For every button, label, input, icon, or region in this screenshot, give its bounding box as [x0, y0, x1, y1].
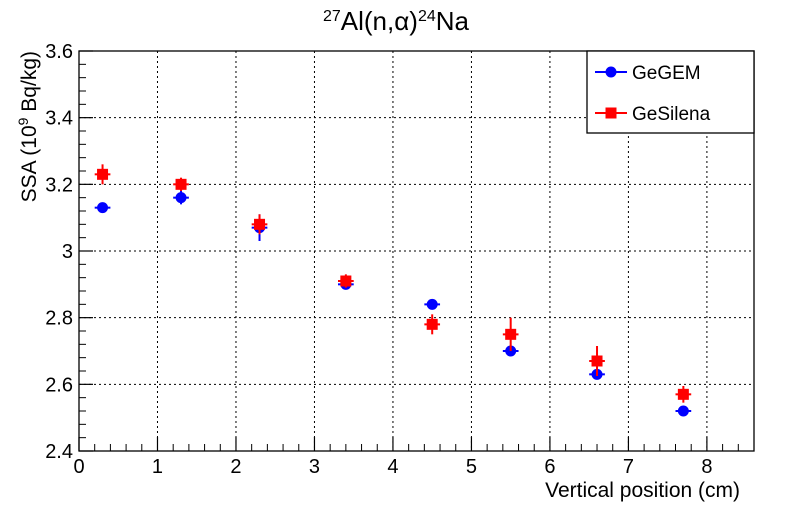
data-point-gegem [675, 405, 692, 417]
x-axis-title: Vertical position (cm) [545, 479, 740, 502]
x-tick-label: 4 [387, 456, 398, 478]
legend-item-gesilena: GeSilena [595, 104, 711, 125]
x-tick-label: 0 [73, 456, 84, 478]
x-tick-label: 5 [466, 456, 477, 478]
marker-square [175, 178, 187, 190]
y-tick-label: 2.4 [45, 441, 73, 463]
data-point-gesilena [338, 274, 354, 288]
data-point-gesilena [589, 346, 605, 376]
x-tick-label: 6 [544, 456, 555, 478]
marker-square [340, 275, 352, 287]
data-point-gesilena [675, 386, 692, 403]
legend-box [586, 50, 755, 134]
data-point-gegem [424, 298, 441, 310]
title-main: Al(n, [341, 6, 394, 36]
data-point-gesilena [173, 177, 189, 191]
y-tick-label: 3.6 [45, 41, 73, 63]
data-point-gesilena [502, 317, 519, 351]
data-point-gegem [173, 191, 189, 205]
x-tick-label: 3 [309, 456, 320, 478]
legend: GeGEM GeSilena [586, 50, 755, 134]
title-post-sup: 24 [418, 8, 436, 25]
legend-marker-gegem [605, 66, 617, 78]
marker-circle [175, 192, 187, 204]
marker-circle [426, 298, 438, 310]
chart-title: 27Al(n,α)24Na [323, 6, 470, 36]
data-points [94, 164, 692, 417]
marker-square [505, 328, 517, 340]
data-point-gesilena [251, 214, 268, 235]
marker-square [426, 318, 438, 330]
title-tail: Na [436, 6, 470, 36]
data-point-gesilena [424, 314, 441, 335]
marker-square [97, 168, 109, 180]
marker-circle [97, 202, 109, 214]
data-point-gesilena [94, 164, 111, 185]
marker-circle [677, 405, 689, 417]
marker-square [677, 388, 689, 400]
axis-tick-labels: 0 1 2 3 4 5 6 7 8 2.4 2.6 2.8 3 3.2 3.4 3.6 [45, 41, 712, 478]
legend-label-gegem: GeGEM [632, 63, 701, 84]
marker-square [591, 355, 603, 367]
x-tick-label: 7 [623, 456, 634, 478]
title-pre-sup: 27 [323, 8, 341, 25]
x-tick-label: 8 [701, 456, 712, 478]
y-title-pre: SSA (10 [18, 125, 41, 202]
x-tick-label: 1 [152, 456, 163, 478]
y-axis-title: SSA (109 Bq/kg) [15, 51, 41, 202]
y-tick-label: 2.6 [45, 374, 73, 396]
y-tick-label: 2.8 [45, 308, 73, 330]
x-tick-label: 2 [230, 456, 241, 478]
legend-item-gegem: GeGEM [595, 63, 701, 84]
legend-marker-gesilena [605, 107, 617, 119]
y-tick-label: 3 [62, 241, 73, 263]
axis-ticks [78, 50, 755, 452]
y-tick-label: 3.4 [45, 108, 73, 130]
marker-square [254, 218, 266, 230]
data-point-gegem [94, 202, 111, 214]
y-title-sup: 9 [15, 117, 31, 125]
title-close: ) [409, 6, 418, 36]
y-tick-label: 3.2 [45, 174, 73, 196]
y-title-post: Bq/kg) [18, 51, 41, 118]
title-greek: α [394, 6, 409, 36]
legend-label-gesilena: GeSilena [632, 104, 711, 125]
